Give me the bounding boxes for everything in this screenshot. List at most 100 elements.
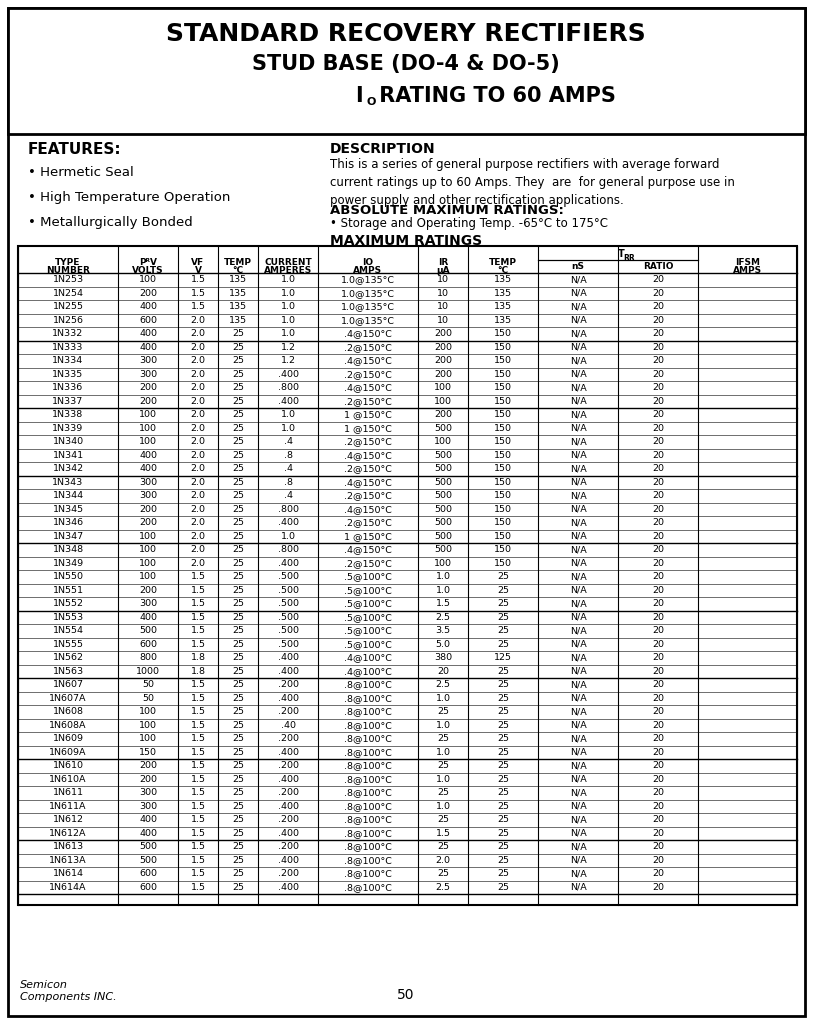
Text: 100: 100 [434, 396, 452, 406]
Text: .5@100°C: .5@100°C [344, 572, 392, 582]
Text: 1N609: 1N609 [53, 734, 84, 743]
Text: 2.0: 2.0 [190, 396, 206, 406]
Text: 300: 300 [139, 599, 157, 608]
Text: 25: 25 [437, 869, 449, 879]
Text: 25: 25 [232, 883, 244, 892]
Text: 200: 200 [434, 370, 452, 379]
Text: 1.5: 1.5 [190, 775, 206, 783]
Text: 10: 10 [437, 315, 449, 325]
Text: N/A: N/A [570, 869, 586, 879]
Text: 150: 150 [494, 559, 512, 567]
Text: 25: 25 [232, 693, 244, 702]
Text: 135: 135 [494, 302, 512, 311]
Text: 25: 25 [232, 559, 244, 567]
Text: 2.0: 2.0 [190, 356, 206, 366]
Text: 135: 135 [494, 315, 512, 325]
Text: 25: 25 [497, 599, 509, 608]
Text: 20: 20 [652, 275, 664, 285]
Text: .4: .4 [284, 464, 293, 473]
Text: 300: 300 [139, 478, 157, 486]
Text: 25: 25 [497, 843, 509, 851]
Text: 25: 25 [232, 424, 244, 433]
Text: 2.0: 2.0 [436, 856, 450, 864]
Text: 25: 25 [497, 856, 509, 864]
Text: 2.0: 2.0 [190, 424, 206, 433]
Text: 135: 135 [229, 275, 247, 285]
Text: .8@100°C: .8@100°C [344, 869, 392, 879]
Text: .4@150°C: .4@150°C [344, 478, 392, 486]
Text: 25: 25 [497, 693, 509, 702]
Text: N/A: N/A [570, 856, 586, 864]
Text: 1.5: 1.5 [190, 680, 206, 689]
Text: 150: 150 [494, 383, 512, 392]
Text: 25: 25 [232, 680, 244, 689]
Text: 100: 100 [139, 437, 157, 446]
Text: N/A: N/A [570, 356, 586, 366]
Text: 25: 25 [232, 370, 244, 379]
Text: 20: 20 [652, 464, 664, 473]
Text: 2.0: 2.0 [190, 451, 206, 460]
Text: 25: 25 [497, 815, 509, 824]
Text: .4@150°C: .4@150°C [344, 545, 392, 554]
Text: 20: 20 [652, 627, 664, 635]
Text: 400: 400 [139, 330, 157, 338]
Text: 1N614A: 1N614A [50, 883, 87, 892]
Text: .500: .500 [277, 640, 298, 649]
Text: 20: 20 [652, 612, 664, 622]
Text: 25: 25 [232, 667, 244, 676]
Text: .5@100°C: .5@100°C [344, 586, 392, 595]
Text: 20: 20 [652, 734, 664, 743]
Text: 25: 25 [437, 788, 449, 798]
Text: 20: 20 [652, 802, 664, 811]
Text: • High Temperature Operation: • High Temperature Operation [28, 191, 230, 204]
Text: .4@150°C: .4@150°C [344, 451, 392, 460]
Text: 500: 500 [434, 424, 452, 433]
Text: 1.8: 1.8 [190, 667, 206, 676]
Text: IR: IR [438, 258, 448, 266]
Text: .200: .200 [277, 869, 298, 879]
Text: 1.0: 1.0 [436, 721, 450, 730]
Text: 1.5: 1.5 [190, 734, 206, 743]
Text: 150: 150 [494, 330, 512, 338]
Text: 100: 100 [139, 545, 157, 554]
Text: .400: .400 [277, 653, 298, 663]
Text: 150: 150 [494, 478, 512, 486]
Text: .8@100°C: .8@100°C [344, 721, 392, 730]
Text: N/A: N/A [570, 505, 586, 514]
Text: 100: 100 [139, 559, 157, 567]
Text: 2.0: 2.0 [190, 383, 206, 392]
Text: 25: 25 [232, 748, 244, 757]
Text: 200: 200 [139, 775, 157, 783]
Text: 200: 200 [434, 356, 452, 366]
Text: 1N612A: 1N612A [50, 828, 87, 838]
Text: 500: 500 [139, 627, 157, 635]
Text: 50: 50 [142, 693, 154, 702]
Text: 20: 20 [652, 788, 664, 798]
Text: N/A: N/A [570, 883, 586, 892]
Text: 25: 25 [497, 775, 509, 783]
Text: 25: 25 [232, 708, 244, 716]
Text: 1.5: 1.5 [190, 761, 206, 770]
Text: .4@100°C: .4@100°C [344, 667, 392, 676]
Text: 1.5: 1.5 [190, 843, 206, 851]
Text: 150: 150 [494, 451, 512, 460]
Text: 20: 20 [652, 680, 664, 689]
Text: N/A: N/A [570, 464, 586, 473]
Text: AMPS: AMPS [354, 266, 383, 274]
Text: N/A: N/A [570, 330, 586, 338]
Text: 25: 25 [497, 883, 509, 892]
Text: 1.5: 1.5 [190, 640, 206, 649]
Text: 1N254: 1N254 [53, 289, 84, 298]
Text: .4@150°C: .4@150°C [344, 330, 392, 338]
Text: 400: 400 [139, 302, 157, 311]
Text: 1.5: 1.5 [190, 627, 206, 635]
Text: .400: .400 [277, 856, 298, 864]
Text: 1N349: 1N349 [52, 559, 84, 567]
Text: 2.0: 2.0 [190, 559, 206, 567]
Text: 20: 20 [652, 572, 664, 582]
Text: 150: 150 [494, 492, 512, 501]
Text: 1N608A: 1N608A [50, 721, 87, 730]
Text: 20: 20 [652, 869, 664, 879]
Text: N/A: N/A [570, 586, 586, 595]
Text: 135: 135 [494, 275, 512, 285]
